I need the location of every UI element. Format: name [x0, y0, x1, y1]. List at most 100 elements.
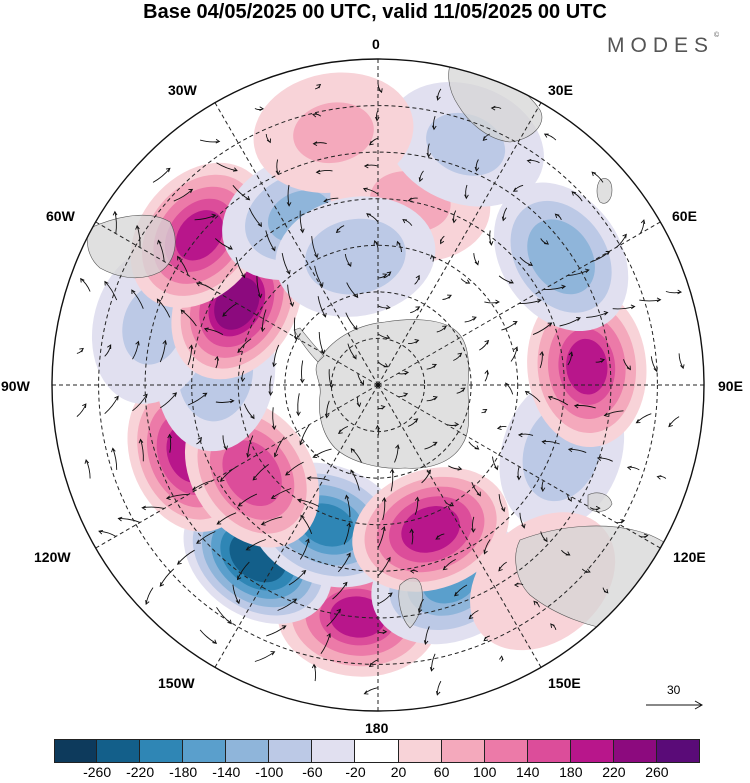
wind-vector-arrow — [326, 608, 341, 627]
wind-vector-arrow — [540, 480, 546, 493]
wind-vector-arrow — [559, 316, 581, 327]
wind-vector-arrow — [270, 488, 292, 500]
anomaly-center-16 — [275, 196, 436, 317]
colorbar-cell — [226, 739, 270, 763]
wind-vector-arrow — [394, 444, 400, 463]
brand-text: MODES — [607, 34, 715, 57]
wind-vector-arrow — [471, 482, 481, 497]
wind-vector-arrow — [320, 632, 331, 655]
wind-vector-arrow — [567, 494, 572, 502]
wind-vector-arrow — [505, 382, 514, 395]
wind-vector-arrow — [436, 88, 442, 101]
lon-label-30e: 30E — [548, 82, 573, 98]
colorbar-cell — [355, 739, 399, 763]
wind-vector-arrow — [216, 162, 238, 172]
wind-vector-arrow — [430, 254, 435, 262]
wind-vector-arrow — [300, 360, 305, 384]
wind-vector-arrow — [248, 207, 262, 228]
wind-vector-arrow — [245, 539, 266, 551]
wind-vector-arrow — [456, 387, 466, 394]
wind-vector-arrow — [345, 312, 358, 331]
reference-vector-arrow — [646, 700, 704, 710]
wind-vector-arrow — [135, 224, 141, 248]
wind-vector-arrow — [567, 351, 574, 366]
wind-vector-arrow — [482, 133, 490, 141]
wind-vector-arrow — [524, 390, 541, 403]
wind-vector-arrow — [176, 549, 195, 565]
wind-vector-arrow — [299, 424, 310, 446]
wind-vector-arrow — [315, 83, 322, 90]
wind-vector-arrow — [496, 425, 507, 431]
wind-vector-arrow — [272, 344, 280, 368]
wind-vector-arrow — [408, 339, 420, 345]
wind-vector-arrow — [547, 395, 569, 406]
wind-vector-arrow — [668, 416, 680, 428]
brand-logo: MODES© — [607, 32, 719, 58]
wind-vector-arrow — [232, 185, 251, 201]
wind-vector-arrow — [111, 447, 118, 470]
wind-vector-arrow — [152, 167, 171, 183]
wind-vector-arrow — [222, 303, 238, 317]
wind-vector-arrow — [488, 230, 494, 246]
wind-vector-arrow — [540, 531, 548, 543]
latitude-circle — [237, 244, 519, 526]
colorbar-cell — [484, 739, 528, 763]
wind-vector-arrow — [623, 359, 631, 371]
latitude-circle — [330, 337, 426, 433]
wind-vector-arrow — [468, 610, 479, 620]
wind-vector-arrow — [512, 184, 524, 192]
wind-vector-arrow — [626, 465, 640, 471]
map-boundary — [51, 58, 705, 712]
wind-vector-arrow — [312, 448, 332, 459]
wind-vector-arrow — [409, 528, 414, 545]
anomaly-contour — [566, 338, 608, 395]
colorbar-cell — [613, 739, 657, 763]
wind-vector-arrow — [423, 626, 430, 646]
wind-vector-arrow — [532, 322, 553, 336]
wind-vector-arrow — [222, 435, 228, 451]
wind-vector-arrow — [543, 133, 557, 141]
wind-vector-arrow — [595, 358, 605, 363]
wind-vector-arrow — [501, 207, 508, 222]
wind-vector-arrow — [526, 158, 540, 164]
wind-vector-arrow — [561, 549, 571, 556]
south-pole-marker — [375, 382, 381, 388]
wind-vector-arrow — [586, 310, 609, 318]
wind-vector-arrow — [483, 635, 490, 642]
anomaly-center-9 — [493, 182, 629, 332]
anomaly-center-18 — [253, 72, 414, 193]
wind-vector-arrow — [275, 159, 281, 176]
wind-vector-arrow — [452, 210, 457, 224]
colorbar-cell — [656, 739, 700, 763]
colorbar-cell — [97, 739, 141, 763]
wind-vector-arrow — [216, 607, 232, 625]
wind-vector-arrow — [377, 556, 391, 577]
colorbar-tick-label: -220 — [126, 764, 155, 780]
wind-vector-arrow — [311, 236, 319, 259]
wind-vector-arrow — [363, 163, 379, 169]
antarctica-land — [315, 319, 470, 469]
lon-label-90e: 90E — [718, 378, 743, 394]
wind-vector-arrow — [260, 309, 267, 333]
colorbar-tick-label: -140 — [212, 764, 241, 780]
wind-vector-arrow — [417, 598, 424, 614]
colorbar-tick-label: -100 — [255, 764, 284, 780]
wind-vector-arrow — [271, 407, 277, 431]
wind-vector-arrow — [265, 133, 271, 144]
wind-vector-arrow — [165, 493, 189, 501]
wind-vector-arrow — [285, 461, 304, 476]
wind-vector-arrow — [311, 112, 322, 118]
wind-vector-arrow — [194, 213, 217, 221]
colorbar-tick-label: 20 — [390, 764, 407, 780]
wind-vector-arrow — [76, 403, 87, 417]
colorbar-cell — [398, 739, 442, 763]
colorbar — [54, 739, 700, 763]
wind-vector-arrow — [347, 343, 357, 360]
meridian-line — [377, 384, 661, 549]
wind-vector-arrow — [567, 447, 587, 454]
anomaly-contour — [401, 506, 460, 553]
wind-vector-arrow — [318, 331, 326, 355]
wind-vector-arrow — [602, 587, 609, 594]
wind-vector-arrow — [571, 191, 583, 202]
wind-vector-arrow — [266, 625, 287, 637]
